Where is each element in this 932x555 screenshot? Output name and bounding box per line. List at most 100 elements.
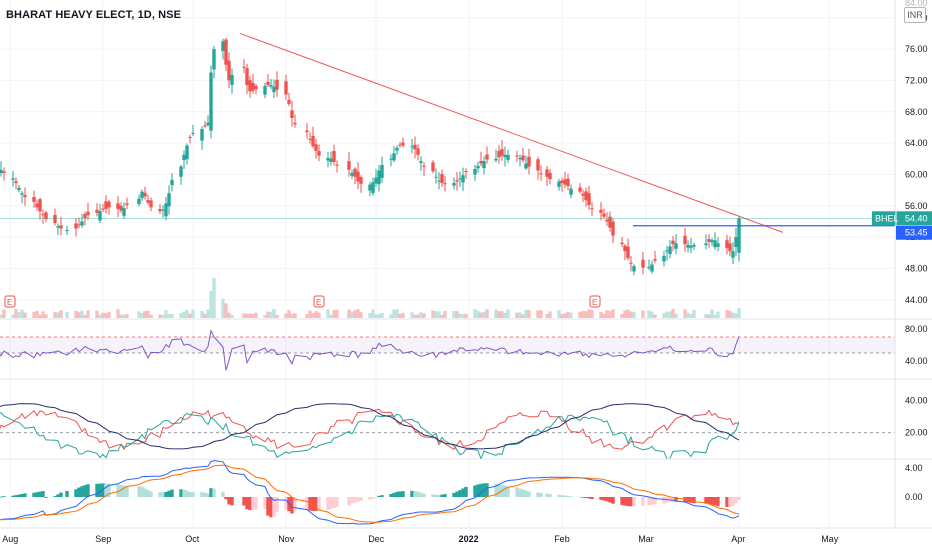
dmi-plus-line — [0, 412, 740, 461]
candle-body — [119, 205, 123, 211]
volume-bar — [587, 309, 591, 318]
macd-histogram-bar — [116, 484, 120, 497]
macd-tick-label: 4.00 — [905, 463, 923, 473]
candle-body — [521, 155, 525, 161]
macd-histogram-bar — [11, 495, 15, 497]
macd-histogram-bar — [653, 497, 657, 505]
macd-histogram-bar — [254, 497, 258, 510]
candle-body — [116, 203, 120, 209]
macd-histogram-bar — [524, 490, 528, 497]
volume-bar — [521, 314, 525, 318]
volume-bar — [272, 309, 276, 318]
macd-signal-line — [0, 464, 740, 523]
volume-bar — [23, 312, 27, 318]
candle-body — [623, 245, 627, 252]
macd-histogram-bar — [182, 489, 186, 497]
volume-bars — [0, 278, 741, 318]
macd-histogram-bar — [377, 495, 381, 497]
volume-bar — [329, 314, 333, 318]
candle-body — [611, 221, 615, 236]
candle-body — [668, 246, 672, 255]
macd-histogram-bar — [269, 497, 273, 518]
macd-histogram-bar — [368, 497, 372, 500]
candle-body — [356, 171, 360, 182]
macd-histogram-bar — [122, 485, 126, 497]
volume-bar — [668, 311, 672, 318]
macd-histogram-bar — [164, 491, 168, 497]
macd-histogram-bar — [14, 495, 18, 497]
candle-body — [545, 169, 549, 177]
candle-body — [479, 160, 483, 164]
candle-body — [137, 198, 141, 205]
candle-body — [368, 184, 372, 191]
candle-body — [455, 180, 459, 182]
candle-body — [203, 125, 207, 127]
candle-body — [227, 60, 231, 81]
macd-histogram-bar — [455, 491, 459, 497]
candle-body — [410, 146, 414, 148]
candle-body — [689, 245, 693, 248]
price-axis[interactable]: 80.0076.0072.0068.0064.0060.0056.0052.00… — [872, 0, 932, 528]
volume-bar — [263, 314, 267, 318]
macd-histogram-bar — [86, 484, 90, 497]
volume-bar — [599, 312, 603, 318]
macd-histogram-bar — [725, 497, 729, 508]
volume-bar — [230, 314, 234, 318]
time-axis[interactable]: Aug Sep Oct Nov Dec 2022 Feb Mar Apr May — [0, 527, 932, 544]
macd-histogram-bar — [578, 496, 582, 498]
macd-histogram-bar — [440, 494, 444, 497]
macd-histogram-bar — [602, 497, 606, 501]
volume-bar — [707, 314, 711, 318]
macd-histogram-bar — [245, 497, 249, 510]
volume-bar — [662, 312, 666, 318]
time-axis-label: Dec — [368, 534, 385, 544]
volume-bar — [38, 314, 42, 318]
volume-bar — [710, 309, 714, 318]
volume-bar — [182, 311, 186, 318]
macd-histogram-bar — [335, 497, 339, 507]
volume-bar — [143, 311, 147, 318]
macd-histogram-bar — [557, 494, 561, 497]
volume-bar — [380, 312, 384, 318]
macd-histogram-bar — [41, 491, 45, 497]
candle-body — [485, 154, 489, 160]
earnings-marker-label: E — [7, 298, 12, 307]
candle-body — [59, 225, 63, 229]
earnings-marker-box — [589, 295, 601, 308]
volume-bar — [578, 311, 582, 318]
volume-bar — [347, 309, 351, 318]
volume-bar — [419, 312, 423, 318]
candle-body — [0, 169, 3, 174]
volume-bar — [737, 308, 741, 318]
macd-histogram-bar — [434, 494, 438, 497]
candle-body — [377, 170, 381, 185]
candle-body — [380, 165, 384, 178]
macd-histogram-bar — [581, 497, 585, 498]
rsi-band-fill — [0, 337, 895, 353]
candle-body — [293, 122, 297, 125]
price-tick-label: 56.00 — [905, 201, 928, 211]
volume-bar — [650, 311, 654, 318]
candle-body — [599, 209, 603, 213]
rsi-band — [0, 337, 895, 353]
candle-body — [464, 171, 468, 173]
volume-bar — [647, 310, 651, 318]
volume-bar — [80, 310, 84, 318]
candle-body — [389, 158, 393, 160]
macd-histogram-bar — [170, 489, 174, 497]
volume-bar — [566, 311, 570, 318]
macd-histogram-bar — [224, 497, 228, 500]
volume-bar — [104, 313, 108, 318]
macd-histogram-bar — [479, 483, 483, 497]
candle-body — [77, 224, 81, 226]
volume-bar — [671, 309, 675, 318]
volume-bar — [734, 313, 738, 318]
macd-histogram-bar — [146, 490, 150, 497]
candle-body — [506, 154, 510, 160]
candle-body — [122, 208, 126, 216]
macd-histogram-bar — [536, 492, 540, 497]
currency-button[interactable]: INR — [904, 7, 926, 23]
volume-bar — [689, 314, 693, 318]
volume-bar — [458, 313, 462, 318]
